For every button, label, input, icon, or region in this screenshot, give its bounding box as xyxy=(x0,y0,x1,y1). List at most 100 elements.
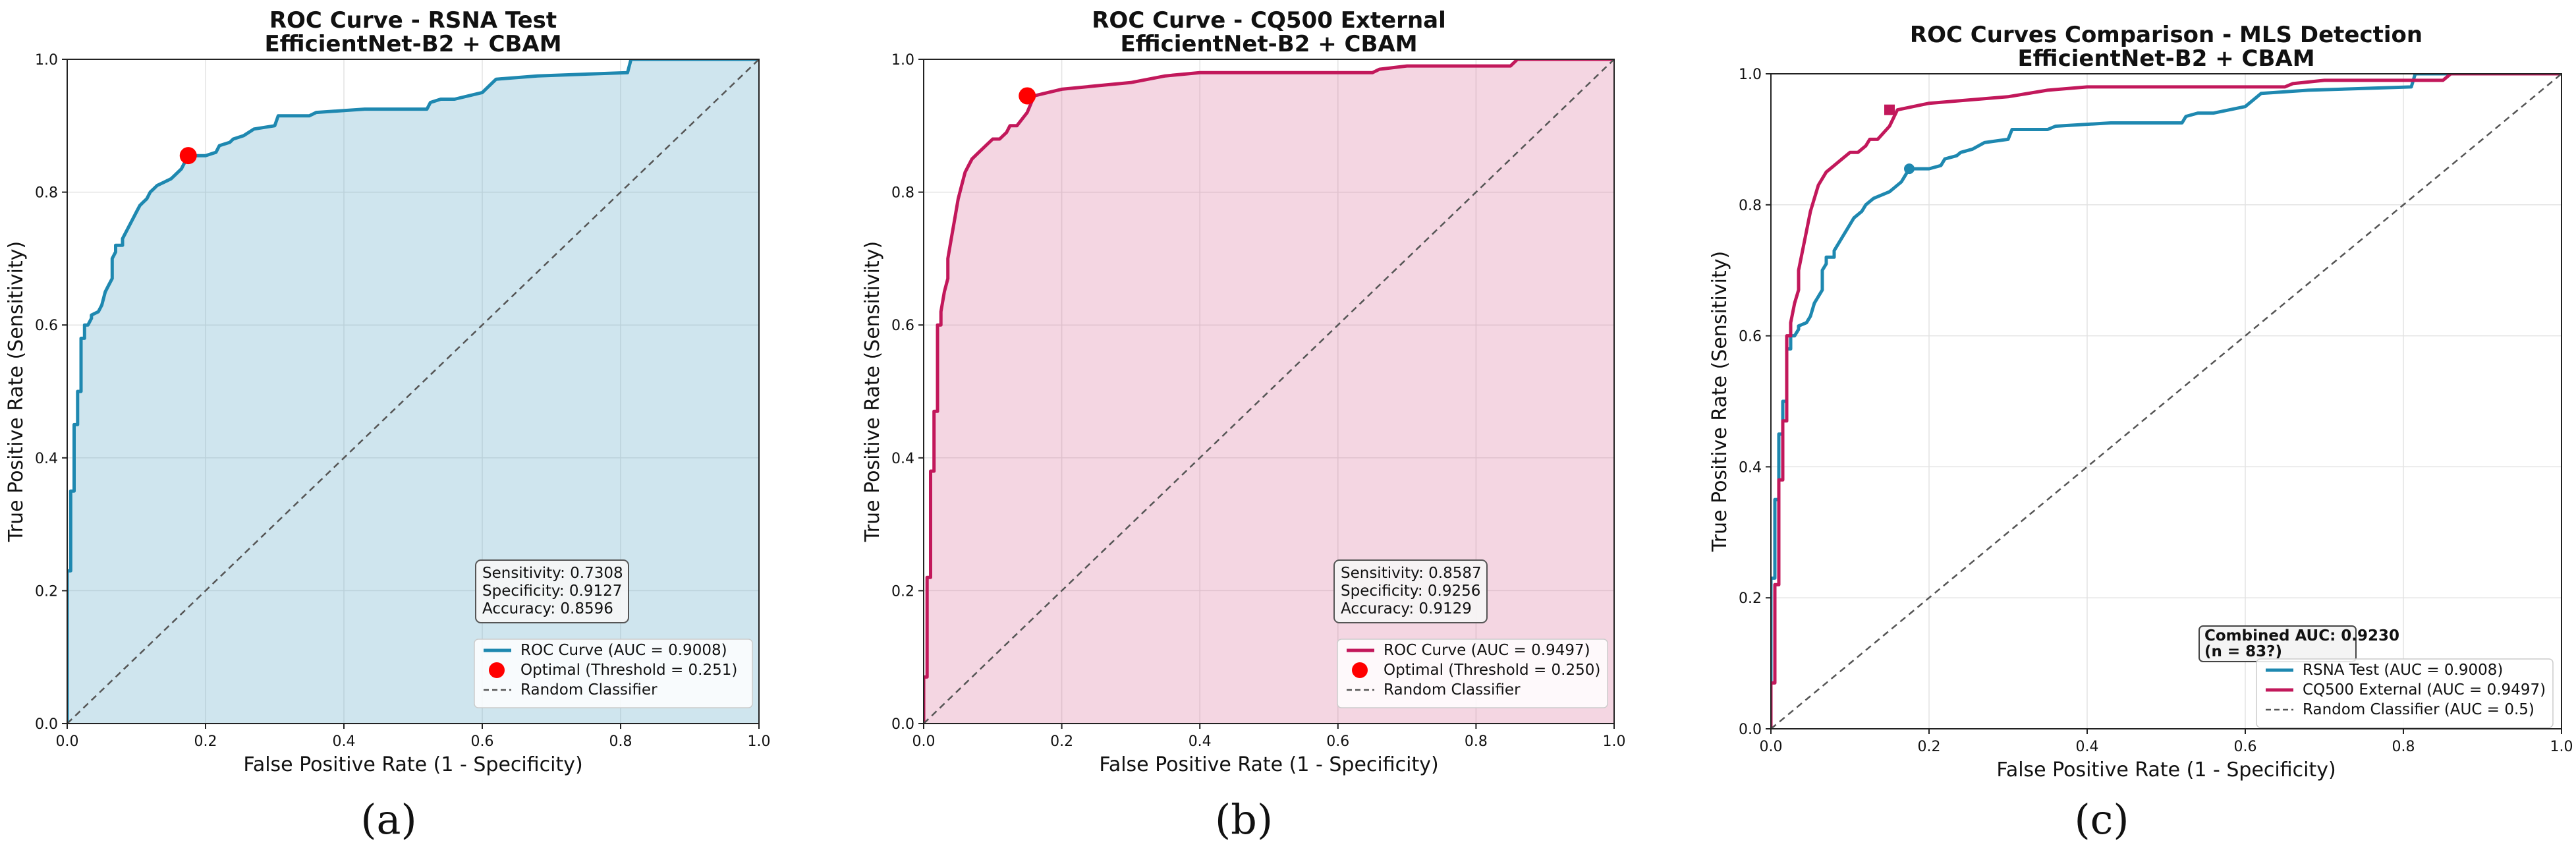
chart-subtitle: EfficientNet-B2 + CBAM xyxy=(2017,45,2314,72)
y-tick-label: 0.6 xyxy=(35,318,58,334)
axes-frame xyxy=(923,59,1615,724)
grid xyxy=(1770,73,2562,729)
x-tick-label: 0.2 xyxy=(1050,733,1073,750)
y-tick-label: 0.4 xyxy=(891,451,914,467)
x-tick-label: 0.6 xyxy=(2234,739,2257,755)
stats-line: Accuracy: 0.9129 xyxy=(1341,600,1472,617)
x-axis-label: False Positive Rate (1 - Specificity) xyxy=(1996,758,2336,782)
x-axis-label: False Positive Rate (1 - Specificity) xyxy=(243,753,582,776)
y-tick-label: 0.0 xyxy=(891,716,914,733)
x-tick-label: 0.0 xyxy=(912,733,936,750)
panel-caption: (b) xyxy=(1215,795,1273,843)
y-tick-label: 1.0 xyxy=(35,52,58,69)
random-classifier-line xyxy=(1770,73,2562,729)
x-tick-label: 0.4 xyxy=(333,733,356,750)
legend-frame xyxy=(1337,639,1608,708)
optimal-point-marker xyxy=(1884,104,1895,115)
stats-line: Accuracy: 0.8596 xyxy=(482,600,613,617)
legend-label: ROC Curve (AUC = 0.9497) xyxy=(1384,642,1590,659)
optimal-point-marker xyxy=(1904,163,1915,175)
y-axis-label: True Positive Rate (Sensitivity) xyxy=(861,241,884,542)
combined-auc-box: Combined AUC: 0.9230(n = 83?) xyxy=(2198,625,2399,662)
legend-label: Optimal (Threshold = 0.250) xyxy=(1384,662,1600,679)
stats-line: Specificity: 0.9127 xyxy=(482,583,622,600)
y-tick-label: 0.4 xyxy=(1739,459,1762,476)
x-axis-label: False Positive Rate (1 - Specificity) xyxy=(1099,753,1438,776)
x-tick-label: 1.0 xyxy=(2550,739,2573,755)
legend-marker xyxy=(1352,662,1368,678)
y-tick-label: 1.0 xyxy=(891,52,914,69)
auc-fill-area xyxy=(924,59,1614,724)
x-tick-label: 1.0 xyxy=(1603,733,1626,750)
random-classifier-line xyxy=(67,59,760,724)
y-tick-label: 0.2 xyxy=(1739,590,1762,607)
optimal-point-marker xyxy=(179,147,197,165)
legend-label: ROC Curve (AUC = 0.9008) xyxy=(520,642,727,659)
legend: ROC Curve (AUC = 0.9008) Optimal (Thresho… xyxy=(474,639,753,708)
auc-fill-area xyxy=(67,59,759,724)
y-tick-label: 0.6 xyxy=(1739,329,1762,345)
x-tick-label: 0.2 xyxy=(194,733,217,750)
x-tick-label: 0.4 xyxy=(1189,733,1212,750)
axes-frame xyxy=(67,59,760,724)
y-tick-label: 0.2 xyxy=(891,583,914,600)
panel-caption: (a) xyxy=(360,795,416,843)
legend-marker xyxy=(489,662,505,678)
legend: RSNA Test (AUC = 0.9008) CQ500 External (… xyxy=(2256,658,2554,728)
y-tick-label: 0.0 xyxy=(1739,722,1762,738)
combined-box-line: Combined AUC: 0.9230 xyxy=(2204,627,2399,644)
roc-curve-line xyxy=(1771,74,2562,729)
random-classifier-line xyxy=(923,59,1615,724)
chart-subtitle: EfficientNet-B2 + CBAM xyxy=(1120,31,1417,57)
legend-label: Optimal (Threshold = 0.251) xyxy=(520,662,737,679)
x-tick-label: 0.6 xyxy=(1326,733,1349,750)
axes-frame xyxy=(1770,73,2562,729)
roc-curve-line xyxy=(67,59,759,724)
y-tick-label: 0.0 xyxy=(35,716,58,733)
panel-3: ROC Curves Comparison - MLS DetectionEff… xyxy=(1708,22,2573,843)
chart-title: ROC Curve - RSNA Test xyxy=(269,7,557,34)
x-tick-label: 1.0 xyxy=(748,733,771,750)
legend-label: RSNA Test (AUC = 0.9008) xyxy=(2303,662,2503,679)
y-tick-label: 0.4 xyxy=(35,451,58,467)
x-tick-label: 0.8 xyxy=(1465,733,1488,750)
legend-frame xyxy=(474,639,753,708)
x-tick-label: 0.8 xyxy=(609,733,632,750)
legend: ROC Curve (AUC = 0.9497) Optimal (Thresho… xyxy=(1337,639,1608,708)
y-tick-label: 0.8 xyxy=(35,185,58,202)
chart-subtitle: EfficientNet-B2 + CBAM xyxy=(264,31,561,57)
stats-line: Sensitivity: 0.7308 xyxy=(482,565,623,582)
combined-box-line: (n = 83?) xyxy=(2204,643,2282,660)
legend-label: Random Classifier xyxy=(520,681,658,699)
y-tick-label: 0.6 xyxy=(891,318,914,334)
panel-2: ROC Curve - CQ500 ExternalEfficientNet-B… xyxy=(861,7,1626,843)
y-axis-label: True Positive Rate (Sensitivity) xyxy=(5,241,28,542)
panel-caption: (c) xyxy=(2074,795,2129,843)
x-tick-label: 0.8 xyxy=(2392,739,2415,755)
legend-label: Random Classifier (AUC = 0.5) xyxy=(2303,701,2534,718)
optimal-point-marker xyxy=(1019,87,1036,105)
y-tick-label: 0.8 xyxy=(1739,198,1762,214)
y-axis-label: True Positive Rate (Sensitivity) xyxy=(1708,251,1731,552)
x-tick-label: 0.0 xyxy=(1760,739,1783,755)
roc-curve-line xyxy=(924,59,1614,724)
legend-label: CQ500 External (AUC = 0.9497) xyxy=(2303,681,2546,699)
x-tick-label: 0.6 xyxy=(471,733,494,750)
y-tick-label: 1.0 xyxy=(1739,67,1762,83)
roc-curve-line xyxy=(1771,74,2562,729)
stats-box-frame xyxy=(1333,559,1488,623)
stats-line: Specificity: 0.9256 xyxy=(1341,583,1480,600)
y-tick-label: 0.2 xyxy=(35,583,58,600)
x-tick-label: 0.4 xyxy=(2076,739,2099,755)
legend-label: Random Classifier xyxy=(1384,681,1521,699)
chart-title: ROC Curves Comparison - MLS Detection xyxy=(1910,22,2422,48)
legend-frame xyxy=(2256,658,2554,728)
x-tick-label: 0.2 xyxy=(1918,739,1941,755)
stats-box-frame xyxy=(475,559,629,623)
chart-title: ROC Curve - CQ500 External xyxy=(1092,7,1446,34)
y-tick-label: 0.8 xyxy=(891,185,914,202)
